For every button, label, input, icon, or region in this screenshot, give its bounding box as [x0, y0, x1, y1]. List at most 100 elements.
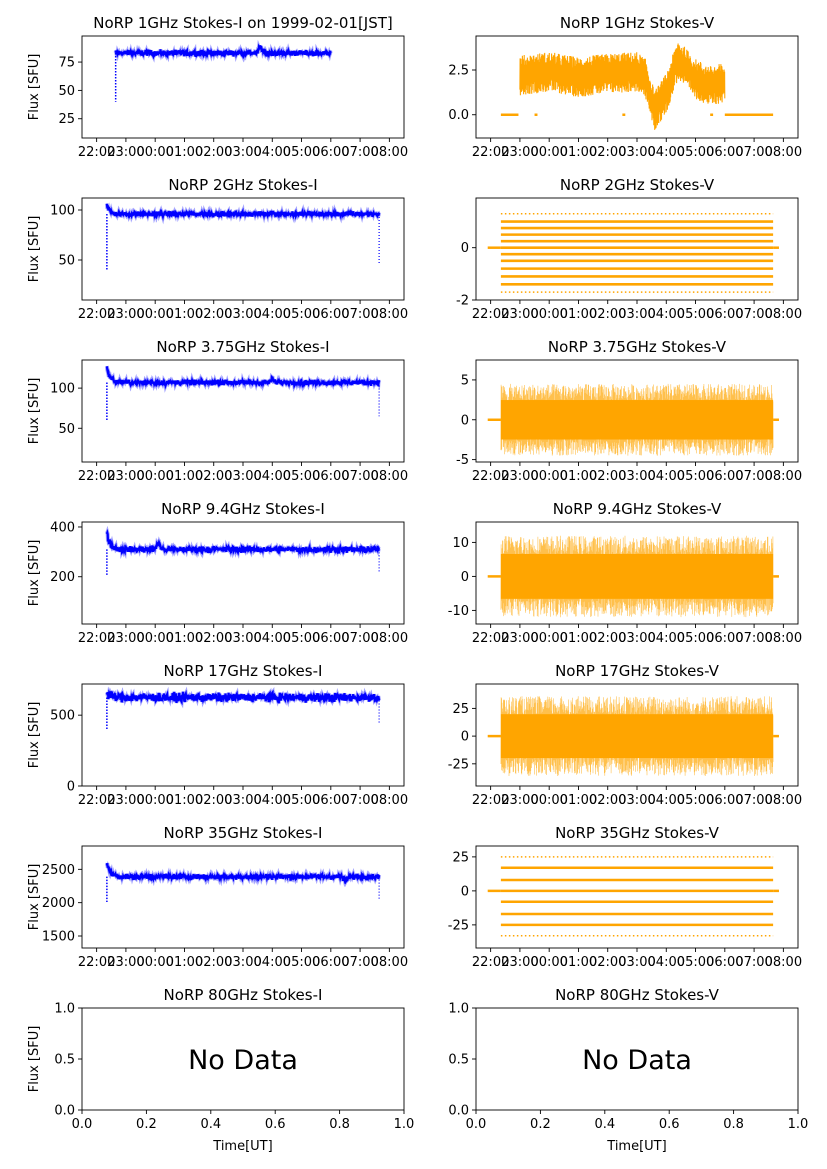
stokes-i-band — [104, 202, 382, 225]
y-tick-label: 50 — [58, 254, 75, 269]
data-marks — [487, 383, 779, 456]
x-tick-label: 00:00 — [136, 469, 173, 484]
axes-frame — [81, 359, 405, 463]
x-tick-label: 23:00 — [107, 307, 144, 322]
x-tick-label: 04:00 — [648, 955, 685, 970]
chart-panel-11: NoRP 35GHz Stokes-V22:0023:0000:0001:000… — [448, 824, 802, 970]
stokes-i-trace — [105, 366, 381, 390]
x-tick-label: 02:00 — [589, 145, 626, 160]
x-tick-label: 0.6 — [659, 1117, 680, 1132]
x-tick-label: 04:00 — [648, 469, 685, 484]
x-tick-label: 03:00 — [618, 955, 655, 970]
y-tick-label: 0 — [461, 413, 469, 428]
y-axis-label: Flux [SFU] — [27, 702, 42, 769]
x-tick-label: 01:00 — [166, 631, 203, 646]
x-tick-label: 01:00 — [166, 145, 203, 160]
x-tick-label: 07:00 — [341, 955, 378, 970]
x-tick-label: 02:00 — [589, 631, 626, 646]
y-axis-label: Flux [SFU] — [27, 864, 42, 931]
x-tick-label: 07:00 — [341, 793, 378, 808]
x-tick-label: 03:00 — [224, 469, 261, 484]
x-tick-label: 05:00 — [283, 145, 320, 160]
x-tick-label: 08:00 — [765, 631, 802, 646]
stokes-v-scatter — [500, 383, 774, 456]
axes-frame — [475, 35, 799, 139]
x-tick-label: 06:00 — [312, 631, 349, 646]
x-tick-label: 04:00 — [254, 955, 291, 970]
axes-frame — [81, 1007, 405, 1111]
chart-panel-5: NoRP 3.75GHz Stokes-V 22:0023:0000:0001:0… — [456, 338, 802, 484]
chart-panel-0: NoRP 1GHz Stokes-I on 1999-02-01[JST] 22:… — [27, 14, 408, 160]
x-tick-label: 22:00 — [78, 307, 115, 322]
data-marks — [104, 686, 382, 730]
x-tick-label: 23:00 — [107, 145, 144, 160]
x-tick-label: 02:00 — [589, 469, 626, 484]
x-tick-label: 07:00 — [735, 793, 772, 808]
x-tick-label: 0.4 — [200, 1117, 221, 1132]
chart-title: NoRP 3.75GHz Stokes-V — [548, 338, 727, 356]
x-tick-label: 08:00 — [765, 955, 802, 970]
x-tick-label: 02:00 — [589, 793, 626, 808]
y-tick-label: 0.0 — [54, 1104, 75, 1119]
x-tick-label: 03:00 — [224, 793, 261, 808]
axes-frame — [81, 683, 405, 787]
x-tick-label: 00:00 — [136, 631, 173, 646]
axes-frame — [475, 197, 799, 301]
x-tick-label: 02:00 — [195, 793, 232, 808]
y-tick-label: 1.0 — [54, 1002, 75, 1017]
x-tick-label: 23:00 — [501, 955, 538, 970]
x-tick-label: 07:00 — [735, 145, 772, 160]
axes-frame — [81, 35, 405, 139]
x-tick-label: 03:00 — [618, 145, 655, 160]
stokes-i-trace — [105, 863, 381, 885]
chart-title: NoRP 80GHz Stokes-I — [164, 986, 323, 1004]
x-tick-label: 03:00 — [224, 955, 261, 970]
x-tick-label: 03:00 — [224, 307, 261, 322]
x-tick-label: 05:00 — [677, 793, 714, 808]
x-tick-label: 00:00 — [136, 955, 173, 970]
y-tick-label: 2000 — [42, 896, 75, 911]
chart-panel-4: NoRP 3.75GHz Stokes-I 22:0023:0000:0001:0… — [27, 338, 408, 484]
x-tick-label: 00:00 — [530, 469, 567, 484]
x-tick-label: 0.0 — [72, 1117, 93, 1132]
x-tick-label: 00:00 — [530, 955, 567, 970]
x-tick-label: 22:00 — [78, 631, 115, 646]
x-tick-label: 07:00 — [341, 307, 378, 322]
x-tick-label: 08:00 — [765, 145, 802, 160]
chart-title: NoRP 2GHz Stokes-I — [168, 176, 317, 194]
chart-panel-3: NoRP 2GHz Stokes-V 22:0023:0000:0001:0002… — [456, 176, 802, 322]
x-tick-label: 1.0 — [788, 1117, 809, 1132]
x-tick-label: 03:00 — [618, 469, 655, 484]
y-tick-label: 0.5 — [54, 1053, 75, 1068]
x-tick-label: 23:00 — [107, 955, 144, 970]
x-tick-label: 02:00 — [589, 955, 626, 970]
x-tick-label: 22:00 — [472, 793, 509, 808]
no-data-label: No Data — [188, 1045, 298, 1076]
y-tick-label: 500 — [50, 709, 75, 724]
chart-title: NoRP 80GHz Stokes-V — [555, 986, 720, 1004]
chart-panel-8: NoRP 17GHz Stokes-I22:0023:0000:0001:000… — [27, 662, 408, 808]
x-tick-label: 04:00 — [648, 793, 685, 808]
x-tick-label: 07:00 — [735, 469, 772, 484]
x-tick-label: 08:00 — [765, 307, 802, 322]
x-tick-label: 07:00 — [341, 631, 378, 646]
axes-frame — [475, 845, 799, 949]
y-tick-label: 200 — [50, 570, 75, 585]
x-tick-label: 03:00 — [224, 145, 261, 160]
x-tick-label: 01:00 — [560, 469, 597, 484]
x-tick-label: 06:00 — [312, 145, 349, 160]
axes-frame — [475, 683, 799, 787]
chart-title: NoRP 3.75GHz Stokes-I — [156, 338, 329, 356]
stokes-i-band — [113, 39, 333, 63]
y-axis-label: Flux [SFU] — [27, 54, 42, 121]
x-tick-label: 22:00 — [472, 955, 509, 970]
chart-panel-1: NoRP 1GHz Stokes-V 22:0023:0000:0001:0002… — [448, 14, 802, 160]
y-tick-label: 25 — [452, 702, 469, 717]
y-tick-label: -5 — [456, 453, 469, 468]
x-tick-label: 01:00 — [560, 631, 597, 646]
x-tick-label: 23:00 — [107, 793, 144, 808]
chart-panel-2: NoRP 2GHz Stokes-I 22:0023:0000:0001:0002… — [27, 176, 408, 322]
chart-panel-6: NoRP 9.4GHz Stokes-I 22:0023:0000:0001:00… — [27, 500, 408, 646]
x-tick-label: 04:00 — [254, 145, 291, 160]
y-tick-label: -25 — [448, 918, 469, 933]
